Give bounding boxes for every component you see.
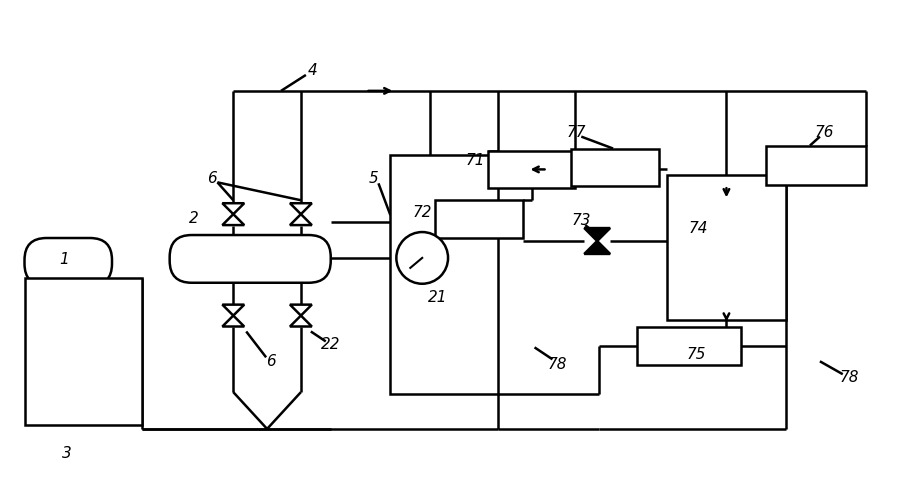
Text: 21: 21	[429, 290, 448, 305]
Text: 2: 2	[188, 211, 198, 226]
Text: 72: 72	[412, 205, 432, 220]
Bar	[25, 278, 142, 425]
Polygon shape	[290, 305, 312, 316]
Polygon shape	[222, 305, 244, 316]
Bar	[435, 200, 523, 238]
Polygon shape	[222, 316, 244, 326]
Bar	[637, 327, 741, 365]
Polygon shape	[584, 241, 611, 254]
Text: 71: 71	[465, 153, 484, 168]
Bar	[766, 146, 866, 185]
Text: 78: 78	[547, 357, 568, 372]
FancyBboxPatch shape	[25, 238, 112, 286]
Bar	[488, 150, 575, 188]
Bar	[390, 156, 498, 394]
Text: 1: 1	[59, 253, 69, 268]
Text: 5: 5	[368, 171, 378, 186]
Text: 78: 78	[840, 370, 859, 385]
Text: 75: 75	[686, 347, 707, 362]
Text: 6: 6	[207, 171, 217, 186]
Polygon shape	[290, 214, 312, 225]
Text: 73: 73	[571, 213, 591, 228]
FancyBboxPatch shape	[170, 235, 331, 283]
Text: 76: 76	[814, 125, 834, 140]
Text: 4: 4	[308, 64, 318, 79]
Text: 74: 74	[689, 221, 708, 236]
Polygon shape	[290, 203, 312, 214]
Polygon shape	[222, 203, 244, 214]
Text: 3: 3	[62, 446, 72, 461]
Polygon shape	[290, 316, 312, 326]
Polygon shape	[584, 228, 611, 241]
Bar	[667, 175, 786, 320]
Text: 22: 22	[321, 337, 341, 352]
Circle shape	[397, 232, 448, 284]
Polygon shape	[222, 214, 244, 225]
Text: 6: 6	[266, 354, 276, 369]
Text: 77: 77	[567, 125, 586, 140]
Bar	[571, 148, 659, 187]
